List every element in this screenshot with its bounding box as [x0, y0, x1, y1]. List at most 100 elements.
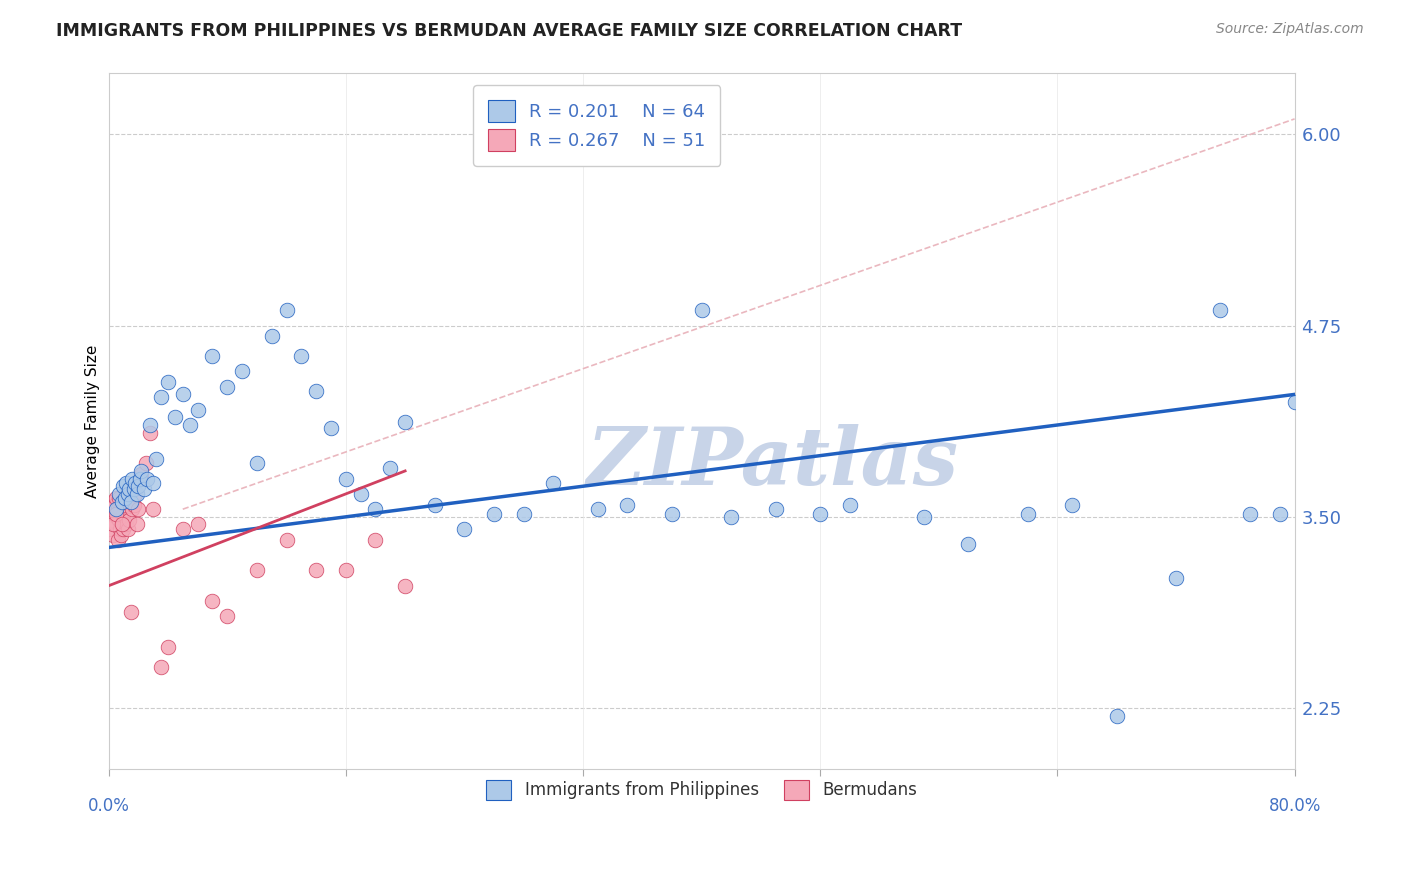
Point	[105, 491, 128, 506]
Point	[364, 533, 387, 547]
Point	[765, 502, 787, 516]
Point	[394, 415, 416, 429]
Point	[129, 467, 152, 481]
Point	[512, 507, 534, 521]
Point	[335, 563, 357, 577]
Point	[720, 509, 742, 524]
Legend: Immigrants from Philippines, Bermudans: Immigrants from Philippines, Bermudans	[472, 766, 931, 814]
Point	[1284, 395, 1306, 409]
Point	[114, 487, 136, 501]
Point	[201, 349, 224, 363]
Point	[118, 483, 141, 497]
Point	[165, 410, 187, 425]
Point	[616, 498, 638, 512]
Point	[246, 456, 269, 470]
Point	[957, 537, 980, 551]
Point	[290, 349, 312, 363]
Point	[139, 425, 162, 440]
Point	[129, 464, 152, 478]
Point	[142, 502, 165, 516]
Point	[108, 491, 131, 506]
Point	[423, 498, 446, 512]
Point	[808, 507, 831, 521]
Point	[101, 528, 124, 542]
Point	[350, 487, 373, 501]
Point	[122, 498, 145, 512]
Point	[105, 507, 128, 521]
Point	[103, 517, 125, 532]
Point	[319, 421, 342, 435]
Point	[305, 384, 328, 399]
Point	[114, 491, 136, 506]
Point	[128, 472, 150, 486]
Point	[135, 456, 157, 470]
Point	[100, 502, 122, 516]
Point	[122, 483, 145, 497]
Text: IMMIGRANTS FROM PHILIPPINES VS BERMUDAN AVERAGE FAMILY SIZE CORRELATION CHART: IMMIGRANTS FROM PHILIPPINES VS BERMUDAN …	[56, 22, 962, 40]
Point	[112, 479, 135, 493]
Point	[838, 498, 860, 512]
Point	[187, 402, 209, 417]
Point	[586, 502, 609, 516]
Point	[101, 494, 124, 508]
Text: 0.0%: 0.0%	[87, 797, 129, 815]
Point	[187, 517, 209, 532]
Point	[149, 660, 172, 674]
Point	[111, 494, 134, 508]
Text: Source: ZipAtlas.com: Source: ZipAtlas.com	[1216, 22, 1364, 37]
Point	[117, 487, 139, 501]
Point	[124, 487, 146, 501]
Point	[118, 513, 141, 527]
Point	[114, 517, 136, 532]
Point	[142, 476, 165, 491]
Point	[125, 487, 148, 501]
Text: 80.0%: 80.0%	[1268, 797, 1320, 815]
Point	[110, 528, 132, 542]
Point	[107, 533, 129, 547]
Text: ZIPatlas: ZIPatlas	[586, 425, 959, 501]
Point	[112, 507, 135, 521]
Point	[260, 329, 283, 343]
Y-axis label: Average Family Size: Average Family Size	[86, 344, 100, 498]
Point	[115, 494, 138, 508]
Point	[136, 472, 159, 486]
Point	[108, 522, 131, 536]
Point	[100, 513, 122, 527]
Point	[139, 417, 162, 432]
Point	[543, 476, 565, 491]
Point	[1239, 507, 1261, 521]
Point	[1062, 498, 1084, 512]
Point	[115, 476, 138, 491]
Point	[98, 522, 121, 536]
Point	[107, 502, 129, 516]
Point	[120, 494, 142, 508]
Point	[246, 563, 269, 577]
Point	[364, 502, 387, 516]
Point	[179, 417, 201, 432]
Point	[108, 513, 131, 527]
Point	[156, 375, 179, 389]
Point	[101, 517, 124, 532]
Point	[105, 502, 128, 516]
Point	[121, 502, 143, 516]
Point	[156, 640, 179, 654]
Point	[103, 507, 125, 521]
Point	[394, 579, 416, 593]
Point	[149, 391, 172, 405]
Point	[276, 303, 298, 318]
Point	[117, 522, 139, 536]
Point	[1209, 303, 1232, 318]
Point	[1105, 708, 1128, 723]
Point	[111, 517, 134, 532]
Point	[104, 498, 127, 512]
Point	[120, 605, 142, 619]
Point	[661, 507, 683, 521]
Point	[110, 502, 132, 516]
Point	[1268, 507, 1291, 521]
Point	[1164, 571, 1187, 585]
Point	[380, 461, 402, 475]
Point	[201, 594, 224, 608]
Point	[276, 533, 298, 547]
Point	[172, 522, 194, 536]
Point	[217, 380, 239, 394]
